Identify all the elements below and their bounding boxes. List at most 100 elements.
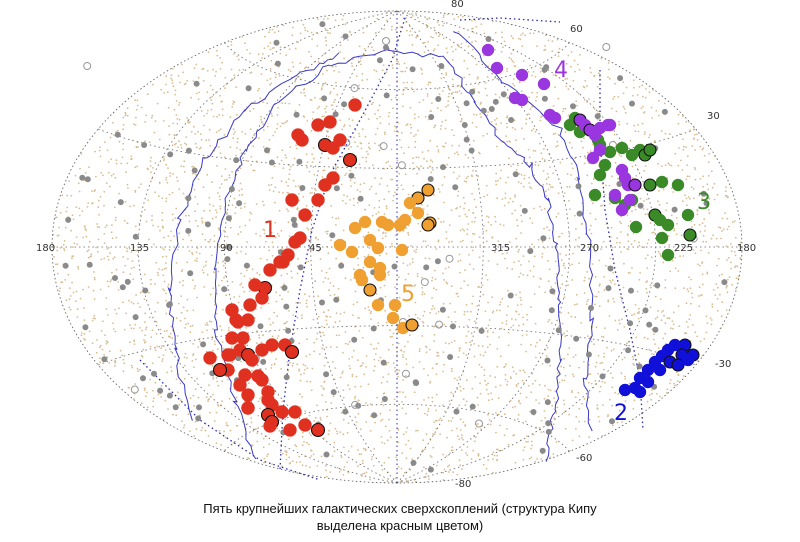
grey-cluster [185, 195, 192, 202]
supercluster-5-member [353, 268, 367, 282]
supercluster-3-member [661, 218, 675, 232]
supercluster-3-member [643, 143, 657, 157]
supercluster-label-5: 5 [401, 282, 415, 307]
supercluster-5-member [363, 255, 377, 269]
grey-cluster [413, 380, 420, 386]
grey-cluster [319, 21, 326, 28]
grey-cluster [342, 33, 349, 40]
grey-cluster [469, 403, 476, 410]
grey-cluster [268, 159, 275, 166]
grey-cluster [434, 258, 441, 265]
grey-cluster [117, 199, 124, 206]
grey-cluster [721, 279, 728, 286]
grey-cluster [508, 117, 515, 123]
grey-cluster [381, 396, 388, 402]
grey-cluster [142, 287, 149, 294]
supercluster-1-member [241, 313, 255, 327]
grey-cluster [492, 98, 499, 105]
supercluster-4-member [515, 93, 529, 107]
supercluster-1-member [311, 193, 325, 207]
grey-cluster [391, 263, 398, 270]
grey-cluster [323, 371, 330, 378]
grey-cluster [671, 206, 678, 213]
supercluster-3-member [593, 168, 607, 182]
grey-cluster [264, 147, 270, 154]
grey-cluster [447, 354, 454, 360]
caption-line-2: выделена красным цветом) [316, 518, 484, 533]
grey-cluster [245, 85, 252, 92]
grey-cluster [545, 420, 552, 427]
grey-cluster [319, 299, 325, 306]
grey-cluster [427, 176, 434, 182]
grey-cluster [627, 320, 634, 327]
grey-cluster [299, 185, 306, 191]
supercluster-1-member [243, 298, 257, 312]
grey-cluster [221, 286, 228, 293]
grey-cluster [438, 63, 445, 69]
supercluster-3-member [655, 175, 669, 189]
supercluster-3-member [629, 220, 643, 234]
grey-cluster [191, 167, 198, 174]
grey-cluster-ring [351, 400, 360, 409]
supercluster-4-member [548, 111, 562, 125]
supercluster-1-member [333, 133, 347, 147]
supercluster-1-member [288, 405, 302, 419]
grey-cluster [585, 351, 592, 358]
grey-cluster [700, 190, 707, 197]
supercluster-1-member [265, 338, 279, 352]
grey-cluster [293, 111, 300, 118]
supercluster-4-member [603, 118, 617, 132]
grey-cluster [629, 100, 635, 107]
grey-cluster [575, 183, 582, 190]
supercluster-1-member [261, 393, 275, 407]
grey-cluster-ring [435, 320, 444, 329]
grey-cluster [703, 200, 710, 207]
grey-cluster [297, 264, 304, 271]
grey-cluster [410, 459, 417, 466]
grey-cluster-ring [420, 278, 429, 287]
supercluster-members [203, 43, 700, 438]
supercluster-5-member [381, 218, 395, 232]
grey-cluster [204, 221, 211, 228]
grey-cluster [530, 409, 537, 415]
supercluster-1-member [221, 348, 235, 362]
grey-cluster [548, 307, 555, 314]
grey-cluster [383, 44, 389, 51]
supercluster-3-member [681, 208, 695, 222]
background-galaxies [52, 11, 742, 483]
supercluster-4-member [515, 68, 529, 82]
lon-label-180-right: 180 [737, 243, 756, 254]
supercluster-1-member [288, 198, 296, 206]
supercluster-1-member [248, 278, 262, 292]
supercluster-4-member [593, 143, 607, 157]
grey-cluster [409, 66, 416, 73]
supercluster-1-member [298, 418, 312, 432]
grey-cluster [539, 447, 546, 454]
supercluster-1-member [342, 152, 358, 168]
supercluster-3-member [661, 248, 675, 262]
supercluster-5-member [388, 298, 402, 312]
grey-cluster [576, 210, 583, 217]
grey-cluster [469, 88, 476, 95]
grey-cluster [468, 147, 475, 154]
grey-cluster [605, 285, 612, 292]
supercluster-1-member [241, 401, 255, 415]
grey-cluster [507, 292, 514, 299]
supercluster-1-member [291, 128, 305, 142]
lat-label-minus80: -80 [455, 479, 471, 490]
grey-cluster-ring [445, 254, 454, 263]
supercluster-2-member [681, 353, 695, 367]
supercluster-1-member [323, 115, 337, 129]
grey-cluster [101, 356, 108, 363]
grey-cluster [172, 404, 179, 411]
grey-cluster [342, 408, 349, 415]
grey-cluster [124, 278, 131, 285]
grey-cluster [114, 131, 121, 138]
grey-cluster [283, 374, 290, 381]
grey-cluster [333, 296, 340, 303]
grey-cluster [371, 412, 378, 419]
grey-cluster [428, 114, 435, 120]
grey-cluster [435, 96, 442, 102]
supercluster-1-member [263, 263, 277, 277]
grey-cluster [642, 307, 649, 314]
